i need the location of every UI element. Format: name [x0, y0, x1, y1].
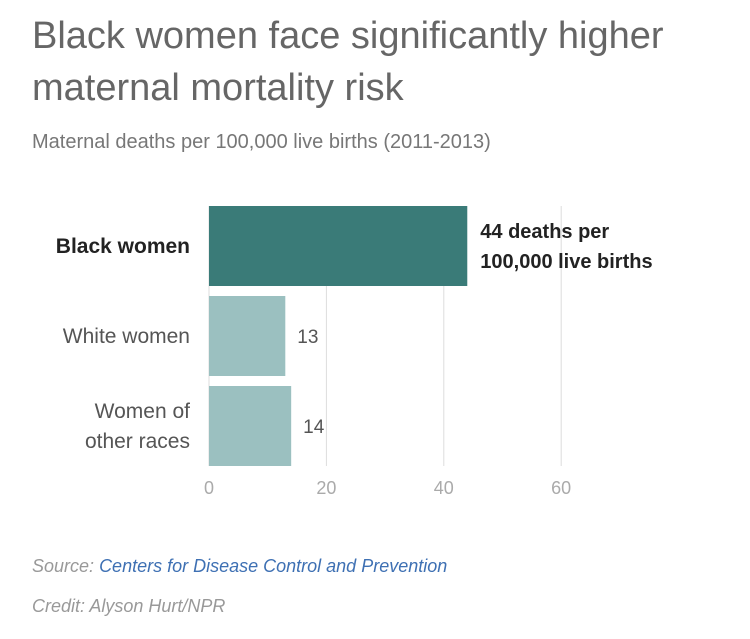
category-label: Black women	[56, 235, 190, 258]
source-link[interactable]: Centers for Disease Control and Preventi…	[99, 556, 448, 576]
source-prefix: Source:	[32, 556, 95, 576]
x-tick-label: 0	[204, 478, 214, 498]
bar	[209, 296, 286, 376]
category-label-line: Women of	[95, 400, 190, 423]
data-label: 14	[303, 417, 325, 438]
data-label: 44 deaths per 100,000 live births	[480, 221, 652, 273]
chart-subtitle: Maternal deaths per 100,000 live births …	[32, 131, 491, 153]
source-line: Source: Centers for Disease Control and …	[32, 556, 447, 577]
bar-chart: 0 20 40 60 Black women 44 deaths per 100,000 l…	[56, 206, 653, 498]
x-tick-label: 40	[434, 478, 454, 498]
category-label: White women	[63, 325, 190, 348]
data-label-line: 100,000 live births	[480, 251, 652, 273]
x-tick-label: 60	[551, 478, 571, 498]
data-label-line: 13	[297, 327, 318, 348]
data-label-line: 14	[303, 417, 325, 438]
category-label: Women of other races	[85, 400, 190, 453]
chart-title: Black women face significantly higher ma…	[32, 15, 664, 109]
category-label-line: Black women	[56, 235, 190, 258]
data-label: 13	[297, 327, 318, 348]
data-label-line: 44 deaths per	[480, 221, 609, 243]
category-label-line: White women	[63, 325, 190, 348]
x-tick-label: 20	[316, 478, 336, 498]
category-label-line: other races	[85, 430, 190, 453]
credit-line: Credit: Alyson Hurt/NPR	[32, 596, 226, 616]
bar	[209, 206, 468, 286]
bar	[209, 386, 292, 466]
